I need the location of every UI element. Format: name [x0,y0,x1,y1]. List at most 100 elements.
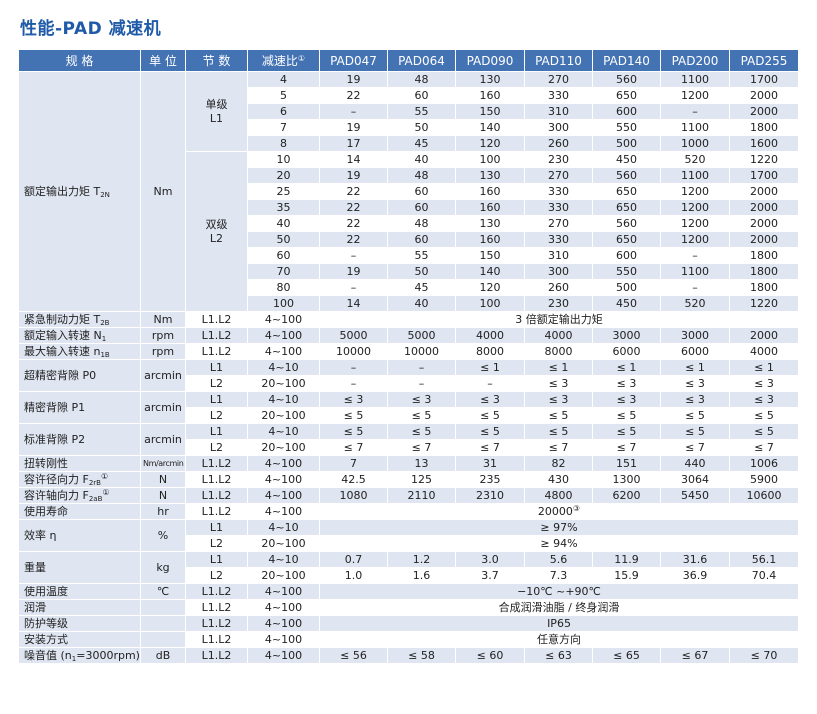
rated-speed-row: 额定输入转速 N1 rpm L1.L2 4~100 5000 5000 4000 4000 30… [18,327,799,344]
value-cell: ≤ 3 [660,391,730,408]
value-cell: 6000 [660,343,730,360]
merged-value-text: 3 倍额定输出力矩 [515,312,603,326]
torque-row: 50 22 60 160 330 650 1200 2000 [19,231,799,248]
value-cell: 120 [455,279,525,296]
header-model: PAD110 [524,49,593,72]
ratio-cell: 4 [247,71,320,88]
ratio-cell: 7 [247,119,320,136]
value-cell: 2000 [729,215,799,232]
backlash-p1-row: L2 20~100 ≤ 5 ≤ 5 ≤ 5 ≤ 5 ≤ 5 ≤ 5 ≤ 5 [19,407,799,424]
value-cell: 14 [319,295,388,312]
header-model: PAD090 [455,49,525,72]
merged-value-cell: 任意方向 [319,631,799,648]
ratio-cell: 4~100 [247,471,320,488]
value-cell: ≤ 1 [660,359,730,376]
merged-value-cell: 3 倍额定输出力矩 [319,311,799,328]
row-label-text: 润滑 [24,600,46,614]
value-cell: 130 [455,71,525,88]
value-cell: 1800 [729,263,799,280]
torque-row: 60–55 150 310 600–1800 [19,247,799,264]
row-label-text: 效率 η [24,528,57,542]
value-cell: 6000 [592,343,661,360]
temperature-row: 使用温度 ℃ L1.L2 4~100 −10℃ ~+90℃ [18,583,799,600]
axial-force-row: 容许轴向力 F2aB① N L1.L2 4~100 1080 2110 2310 4800 62… [18,487,799,504]
value-cell: 1200 [660,199,730,216]
ratio-cell: 50 [247,231,320,248]
row-label-text: 额定输出力矩 T [24,184,101,198]
value-cell: ≤ 5 [660,407,730,424]
backlash-p0-row: L2 20~100– – – ≤ 3 ≤ 3 ≤ 3 ≤ 3 [19,375,799,392]
ratio-cell: 20~100 [247,567,320,584]
value-cell: 1200 [660,231,730,248]
value-cell: ≤ 7 [729,439,799,456]
lubrication-row: 润滑 L1.L2 4~100 合成润滑油脂 / 终身润滑 [18,599,799,616]
row-label-text: 最大输入转速 n [24,344,101,358]
ratio-cell: 4~100 [247,631,320,648]
value-cell: 31 [455,455,525,472]
stage-double-code: L2 [209,231,224,245]
value-cell: 5.6 [524,551,593,568]
backlash-p2-row: L2 20~100 ≤ 7 ≤ 7 ≤ 7 ≤ 7 ≤ 7 ≤ 7 ≤ 7 [19,439,799,456]
ratio-cell: 20~100 [247,407,320,424]
value-cell: 14 [319,151,388,168]
value-cell: 19 [319,119,388,136]
value-cell: ≤ 58 [387,647,456,664]
value-cell: ≤ 5 [387,423,456,440]
value-cell: 48 [387,167,456,184]
stage-cell: L1.L2 [185,487,248,504]
value-cell: 1.2 [387,551,456,568]
stage-cell: L1.L2 [185,615,248,632]
value-cell: – [319,279,388,296]
value-cell: 10600 [729,487,799,504]
value-cell: 15.9 [592,567,661,584]
stage-cell: L2 [185,375,248,392]
merged-value-cell: 合成润滑油脂 / 终身润滑 [319,599,799,616]
value-cell: 650 [592,183,661,200]
value-cell: 450 [592,151,661,168]
stage-cell: L1.L2 [185,583,248,600]
merged-value-cell: ≥ 97% [319,519,799,536]
torque-row: 35 22 60 160 330 650 1200 2000 [19,199,799,216]
torque-row: 80–45 120 260 500–1800 [19,279,799,296]
row-label: 超精密背隙 P0 [18,359,141,392]
value-cell: 150 [455,247,525,264]
ratio-cell: 70 [247,263,320,280]
row-label-text: 重量 [24,560,46,574]
value-cell: 230 [524,295,593,312]
torque-row: 额定输出力矩 T2N Nm 单级 L1 4 19 48 130 270 560 1100 1700 [18,71,799,312]
value-cell: 160 [455,87,525,104]
value-cell: 1006 [729,455,799,472]
value-cell: 3.0 [455,551,525,568]
ratio-cell: 25 [247,183,320,200]
row-unit: rpm [140,327,186,344]
value-cell: ≤ 3 [592,375,661,392]
value-cell: 1700 [729,167,799,184]
value-cell: 5000 [319,327,388,344]
value-cell: 1.6 [387,567,456,584]
value-cell: – [660,103,730,120]
value-cell: ≤ 7 [660,439,730,456]
row-label-subscript: 1B [100,350,110,359]
row-unit: hr [140,503,186,520]
value-cell: 40 [387,295,456,312]
row-unit: arcmin [140,391,186,424]
value-cell: ≤ 3 [387,391,456,408]
value-cell: 19 [319,71,388,88]
value-cell: 440 [660,455,730,472]
value-cell: 270 [524,167,593,184]
value-cell: ≤ 3 [592,391,661,408]
value-cell: 300 [524,263,593,280]
row-label-subscript: 2aB [88,494,103,503]
merged-value-text: −10℃ ~+90℃ [517,584,601,598]
value-cell: 4000 [455,327,525,344]
row-unit: kg [140,551,186,584]
value-cell: ≤ 1 [729,359,799,376]
header-row: 规 格 单 位 节 数 减速比① PAD047 PAD064 PAD090 PA… [18,49,799,72]
backlash-p0-row: 超精密背隙 P0 arcmin L1 4~10– – ≤ 1 ≤ 1 ≤ 1 ≤ 1 ≤ 1 [18,359,799,392]
value-cell: 450 [592,295,661,312]
row-unit: arcmin [140,423,186,456]
value-cell: 45 [387,279,456,296]
value-cell: 560 [592,71,661,88]
value-cell: 1220 [729,295,799,312]
backlash-p1-row: 精密背隙 P1 arcmin L1 4~10 ≤ 3 ≤ 3 ≤ 3 ≤ 3 ≤ 3 ≤ 3 ≤ 3 [18,391,799,424]
